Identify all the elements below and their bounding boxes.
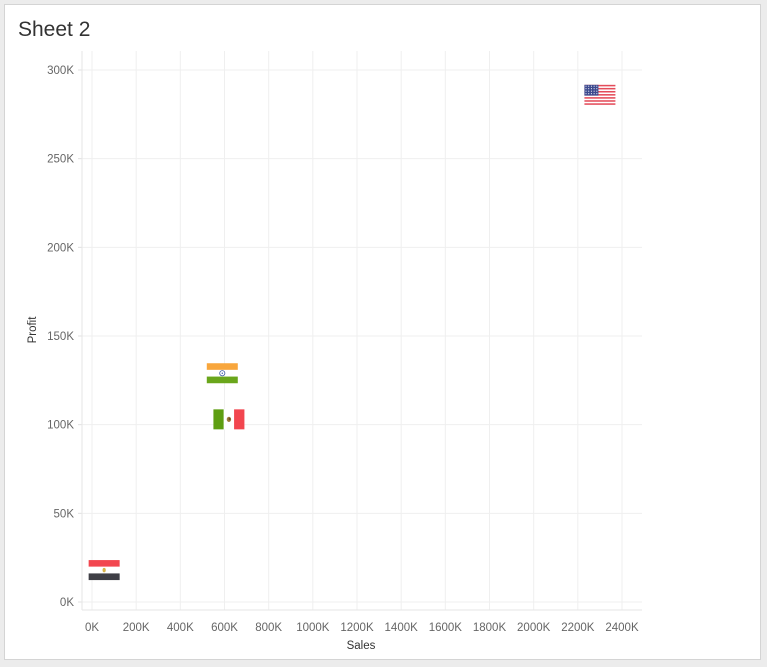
axes	[78, 51, 642, 611]
x-tick-label: 2400K	[605, 622, 639, 634]
x-tick-label: 2000K	[517, 622, 551, 634]
y-tick-label: 300K	[47, 65, 74, 77]
y-tick-label: 200K	[47, 242, 74, 254]
flag-mark-egypt	[88, 560, 120, 581]
y-tick-label: 0K	[60, 597, 74, 609]
sheet-title: Sheet 2	[18, 18, 91, 41]
flag-mark-united-states	[584, 84, 616, 105]
flag-mark-india	[206, 363, 238, 384]
y-tick-label: 250K	[47, 154, 74, 166]
x-tick-label: 1600K	[429, 622, 463, 634]
y-tick-label: 100K	[47, 420, 74, 432]
worksheet-frame: Sheet 2	[4, 4, 761, 660]
y-tick-label: 150K	[47, 331, 74, 343]
x-tick-label: 800K	[255, 622, 282, 634]
y-axis-title: Profit	[27, 316, 39, 344]
x-tick-label: 1000K	[296, 622, 330, 634]
tick-labels: 0K 200K 400K 600K 800K 1000K 1200K 1400K 1600K 18…	[47, 65, 639, 634]
grid-lines	[82, 51, 642, 610]
x-tick-label: 200K	[123, 622, 150, 634]
x-tick-label: 2200K	[561, 622, 595, 634]
y-tick-label: 50K	[54, 508, 75, 520]
x-tick-label: 1200K	[340, 622, 374, 634]
x-tick-label: 1400K	[385, 622, 419, 634]
x-axis-title: Sales	[347, 640, 376, 652]
x-tick-label: 1800K	[473, 622, 507, 634]
x-tick-label: 600K	[211, 622, 238, 634]
data-marks	[88, 84, 616, 581]
x-tick-label: 0K	[85, 622, 99, 634]
x-tick-label: 400K	[167, 622, 194, 634]
flag-mark-mexico	[213, 409, 245, 430]
